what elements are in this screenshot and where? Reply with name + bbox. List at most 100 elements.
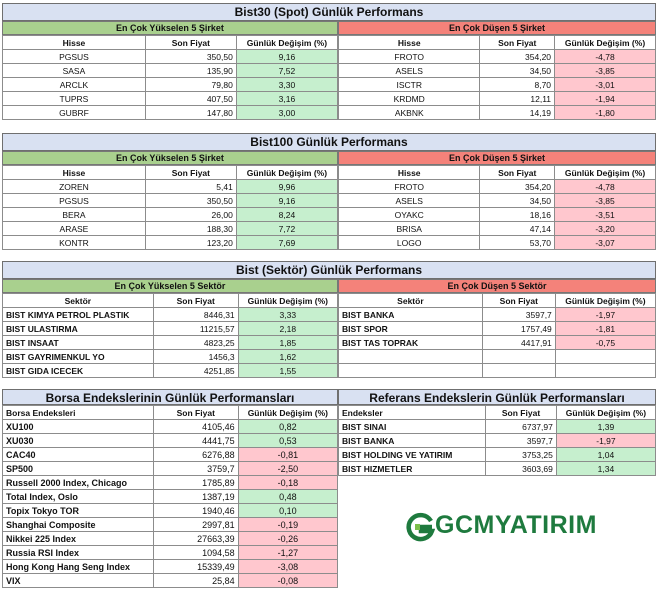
table-cell: -4,78 (554, 179, 656, 194)
sektor-title-text: Bist (Sektör) Günlük Performans (235, 263, 423, 277)
column-header: Günlük Değişim (%) (555, 405, 657, 420)
table-row: BIST KIMYA PETROL PLASTIK 8446,31 3,33 (2, 307, 339, 322)
table-cell: ARASE (2, 221, 146, 236)
table-cell: 14,19 (479, 105, 556, 120)
table-cell: 8,24 (235, 207, 339, 222)
header-row: Hisse Son Fiyat Günlük Değişim (%) (2, 165, 339, 180)
table-cell: 6737,97 (485, 419, 557, 434)
referans-title: Referans Endekslerin Günlük Performansla… (338, 389, 656, 405)
table-cell: ASELS (337, 193, 481, 208)
table-cell: 34,50 (479, 63, 556, 78)
table-cell: 5,41 (144, 179, 237, 194)
table-row: ISCTR 8,70 -3,01 (337, 77, 656, 92)
table-cell: 6276,88 (152, 447, 239, 462)
column-header: Son Fiyat (152, 405, 239, 420)
bist100-up-header: En Çok Yükselen 5 Şirket (2, 151, 338, 165)
table-cell: -1,80 (554, 105, 656, 120)
table-cell: 9,16 (235, 193, 339, 208)
table-cell: BIST GAYRIMENKUL YO (2, 349, 154, 364)
table-cell: 0,10 (237, 503, 339, 518)
table-cell: -0,18 (237, 475, 339, 490)
table-cell: 1,55 (237, 363, 339, 378)
column-header: Günlük Değişim (%) (237, 405, 339, 420)
table-cell: VIX (2, 573, 154, 588)
table-cell: 1,34 (555, 461, 657, 476)
table-cell: 350,50 (144, 193, 237, 208)
table-cell: 7,69 (235, 235, 339, 250)
table-cell: 79,80 (144, 77, 237, 92)
bist30-title: Bist30 (Spot) Günlük Performans (2, 3, 656, 21)
table-row: Nikkei 225 Index 27663,39 -0,26 (2, 531, 339, 546)
table-row: BIST GIDA ICECEK 4251,85 1,55 (2, 363, 339, 378)
table-cell: 0,53 (237, 433, 339, 448)
table-cell: 3597,7 (485, 433, 557, 448)
table-row: KONTR 123,20 7,69 (2, 235, 339, 250)
table-cell: 4105,46 (152, 419, 239, 434)
gcm-logo-text-b: YATIRIM (494, 511, 597, 539)
column-header: Günlük Değişim (%) (554, 293, 657, 308)
table-cell: -4,78 (554, 49, 656, 64)
table-cell: 147,80 (144, 105, 237, 120)
table-cell: PGSUS (2, 49, 146, 64)
table-cell: BERA (2, 207, 146, 222)
header-row: Hisse Son Fiyat Günlük Değişim (%) (337, 165, 656, 180)
table-cell: -1,27 (237, 545, 339, 560)
table-cell: -3,20 (554, 221, 656, 236)
table-cell: Total Index, Oslo (2, 489, 154, 504)
table-cell: ARCLK (2, 77, 146, 92)
column-header: Hisse (337, 165, 481, 180)
table-cell: Russia RSI Index (2, 545, 154, 560)
table-row: BERA 26,00 8,24 (2, 207, 339, 222)
bist30-up-header: En Çok Yükselen 5 Şirket (2, 21, 338, 35)
table-cell: 25,84 (152, 573, 239, 588)
column-header: Son Fiyat (481, 293, 556, 308)
table-row: PGSUS 350,50 9,16 (2, 193, 339, 208)
table-row: CAC40 6276,88 -0,81 (2, 447, 339, 462)
bist100-title: Bist100 Günlük Performans (2, 133, 656, 151)
table-row: AKBNK 14,19 -1,80 (337, 105, 656, 120)
sektor-up-table: Sektör Son Fiyat Günlük Değişim (%) BIST KI… (2, 293, 339, 378)
table-cell: 1940,46 (152, 503, 239, 518)
column-header: Hisse (337, 35, 481, 50)
table-cell: -0,08 (237, 573, 339, 588)
table-row: SP500 3759,7 -2,50 (2, 461, 339, 476)
table-row: XU100 4105,46 0,82 (2, 419, 339, 434)
bist30-down-header: En Çok Düşen 5 Şirket (338, 21, 656, 35)
table-cell: 26,00 (144, 207, 237, 222)
table-row: BIST BANKA 3597,7 -1,97 (338, 307, 657, 322)
table-cell: OYAKC (337, 207, 481, 222)
table-cell: BIST TAS TOPRAK (338, 335, 483, 350)
table-row: OYAKC 18,16 -3,51 (337, 207, 656, 222)
table-row: Total Index, Oslo 1387,19 0,48 (2, 489, 339, 504)
table-row: LOGO 53,70 -3,07 (337, 235, 656, 250)
table-cell: 4417,91 (481, 335, 556, 350)
table-cell: 188,30 (144, 221, 237, 236)
table-cell: 1387,19 (152, 489, 239, 504)
gcm-logo-text-a: GCM (435, 511, 495, 539)
bist30-down-table: Hisse Son Fiyat Günlük Değişim (%) FROTO 354… (337, 35, 656, 120)
table-row: FROTO 354,20 -4,78 (337, 49, 656, 64)
table-cell: 27663,39 (152, 531, 239, 546)
table-cell: 12,11 (479, 91, 556, 106)
table-cell: Topix Tokyo TOR (2, 503, 154, 518)
column-header: Günlük Değişim (%) (235, 35, 339, 50)
bist30-up-table: Hisse Son Fiyat Günlük Değişim (%) PGSUS 350… (2, 35, 339, 120)
table-cell: 4441,75 (152, 433, 239, 448)
table-cell: -1,97 (555, 433, 657, 448)
table-cell: 9,96 (235, 179, 339, 194)
gcm-logo-text: GCMYATIRIM (435, 511, 597, 540)
header-row: Sektör Son Fiyat Günlük Değişim (%) (338, 293, 657, 308)
table-row: BIST ULASTIRMA 11215,57 2,18 (2, 321, 339, 336)
table-cell: 9,16 (235, 49, 339, 64)
table-row: BIST TAS TOPRAK 4417,91 -0,75 (338, 335, 657, 350)
column-header: Son Fiyat (479, 165, 556, 180)
sektor-up-header: En Çok Yükselen 5 Sektör (2, 279, 338, 293)
table-row: BIST HIZMETLER 3603,69 1,34 (337, 461, 657, 476)
header-row: Hisse Son Fiyat Günlük Değişim (%) (337, 35, 656, 50)
table-cell: -3,51 (554, 207, 656, 222)
table-cell: SP500 (2, 461, 154, 476)
table-row (338, 363, 657, 378)
table-cell: KRDMD (337, 91, 481, 106)
table-cell: CAC40 (2, 447, 154, 462)
table-cell: 7,52 (235, 63, 339, 78)
